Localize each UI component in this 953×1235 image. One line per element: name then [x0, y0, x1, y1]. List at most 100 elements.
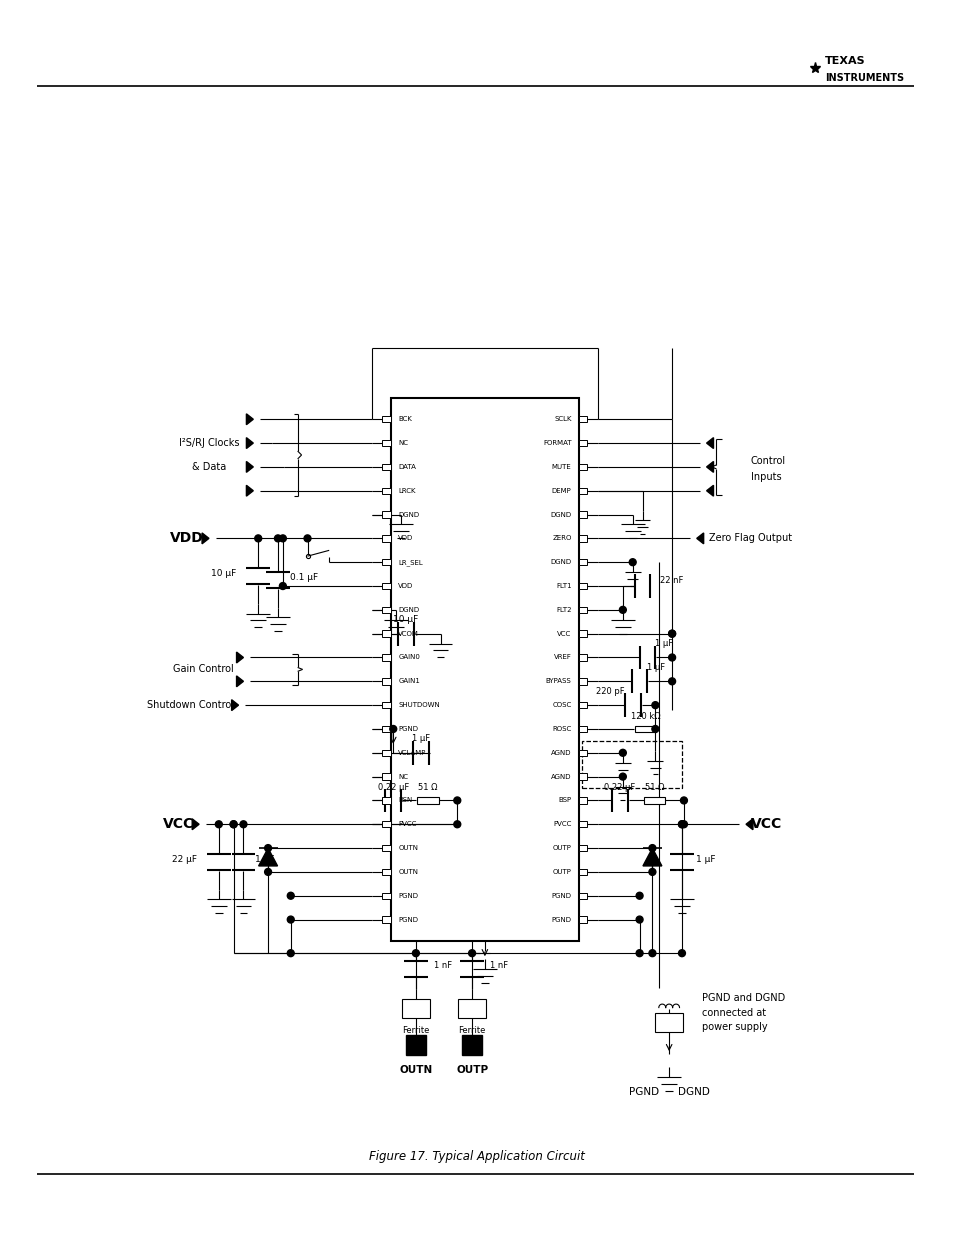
Bar — [382, 606, 391, 613]
Bar — [382, 655, 391, 661]
Text: Gain Control: Gain Control — [172, 664, 233, 674]
Text: OUTN: OUTN — [399, 1065, 432, 1074]
Text: 1 μF: 1 μF — [412, 735, 430, 743]
Text: 51 Ω: 51 Ω — [417, 783, 437, 792]
Bar — [382, 750, 391, 756]
Bar — [382, 701, 391, 709]
Circle shape — [454, 797, 460, 804]
Bar — [382, 488, 391, 494]
Text: DGND: DGND — [678, 1087, 709, 1097]
Text: INSTRUMENTS: INSTRUMENTS — [824, 73, 903, 83]
Text: 10 μF: 10 μF — [393, 615, 418, 625]
Text: FLT2: FLT2 — [556, 606, 571, 613]
Text: Shutdown Control: Shutdown Control — [147, 700, 233, 710]
Bar — [578, 701, 587, 709]
Text: BSN: BSN — [397, 798, 412, 804]
Text: 0.22 μF: 0.22 μF — [377, 783, 409, 792]
Text: OUTP: OUTP — [456, 1065, 488, 1074]
Text: 120 kΩ: 120 kΩ — [630, 711, 659, 720]
Text: VCLAMP: VCLAMP — [397, 750, 426, 756]
Text: DATA: DATA — [397, 464, 416, 469]
Circle shape — [636, 916, 642, 923]
Circle shape — [629, 558, 636, 566]
Text: Figure 17. Typical Application Circuit: Figure 17. Typical Application Circuit — [369, 1150, 584, 1163]
Bar — [382, 511, 391, 517]
Text: OUTN: OUTN — [397, 869, 417, 874]
Text: Bead: Bead — [461, 1039, 482, 1047]
Circle shape — [264, 868, 272, 876]
Circle shape — [468, 950, 475, 957]
Text: 0.22 μF: 0.22 μF — [603, 783, 635, 792]
Bar — [382, 845, 391, 851]
Bar — [382, 821, 391, 827]
Circle shape — [678, 821, 684, 827]
Bar — [401, 999, 429, 1019]
Text: DGND: DGND — [397, 606, 419, 613]
Circle shape — [678, 950, 684, 957]
Bar — [578, 463, 587, 471]
Text: Ferrite: Ferrite — [457, 1026, 485, 1035]
Circle shape — [279, 535, 286, 542]
Text: SHUTDOWN: SHUTDOWN — [397, 703, 439, 708]
Text: VCOM: VCOM — [397, 631, 418, 637]
Circle shape — [668, 630, 675, 637]
Text: VDD: VDD — [397, 583, 413, 589]
Text: AGND: AGND — [551, 750, 571, 756]
Circle shape — [651, 701, 659, 709]
Text: Bead: Bead — [405, 1039, 426, 1047]
Text: connected at: connected at — [701, 1008, 765, 1018]
Circle shape — [679, 797, 687, 804]
Bar — [578, 868, 587, 876]
Text: PVCC: PVCC — [397, 821, 416, 827]
Text: MUTE: MUTE — [551, 464, 571, 469]
Text: Zero Flag Output: Zero Flag Output — [708, 534, 791, 543]
Polygon shape — [706, 437, 713, 448]
Circle shape — [230, 821, 236, 827]
Circle shape — [618, 606, 625, 614]
Bar — [416, 797, 438, 804]
Bar — [382, 535, 391, 542]
Text: OUTP: OUTP — [552, 869, 571, 874]
Circle shape — [230, 821, 236, 827]
Text: SCLK: SCLK — [554, 416, 571, 422]
Circle shape — [279, 583, 286, 589]
Bar — [382, 893, 391, 899]
Text: PGND: PGND — [629, 1087, 659, 1097]
Bar — [457, 999, 485, 1019]
Text: BSP: BSP — [558, 798, 571, 804]
Polygon shape — [706, 485, 713, 496]
Bar — [643, 797, 664, 804]
Text: GAIN0: GAIN0 — [397, 655, 419, 661]
Bar — [578, 511, 587, 517]
Text: 22 μF: 22 μF — [172, 856, 197, 864]
Bar — [578, 773, 587, 779]
Text: ZERO: ZERO — [552, 536, 571, 541]
Circle shape — [636, 950, 642, 957]
Text: 1 nF: 1 nF — [434, 961, 452, 969]
Circle shape — [651, 725, 659, 732]
Circle shape — [636, 892, 642, 899]
Text: NC: NC — [397, 440, 408, 446]
Text: FORMAT: FORMAT — [542, 440, 571, 446]
Text: 220 pF: 220 pF — [596, 687, 624, 695]
Polygon shape — [192, 819, 199, 830]
Bar — [382, 630, 391, 637]
Text: VCC: VCC — [750, 818, 781, 831]
Circle shape — [390, 725, 396, 732]
Text: power supply: power supply — [701, 1023, 766, 1032]
Polygon shape — [246, 462, 253, 472]
Text: ROSC: ROSC — [552, 726, 571, 732]
Bar — [578, 678, 587, 684]
Bar — [578, 845, 587, 851]
Bar — [382, 678, 391, 684]
Text: GAIN1: GAIN1 — [397, 678, 419, 684]
Text: PGND and DGND: PGND and DGND — [701, 993, 784, 1003]
Text: 1 μF: 1 μF — [647, 663, 665, 672]
Circle shape — [240, 821, 247, 827]
Bar — [578, 655, 587, 661]
Text: COSC: COSC — [552, 703, 571, 708]
Text: FLT1: FLT1 — [556, 583, 571, 589]
Bar — [391, 398, 578, 941]
Polygon shape — [706, 462, 713, 472]
Bar — [578, 559, 587, 566]
